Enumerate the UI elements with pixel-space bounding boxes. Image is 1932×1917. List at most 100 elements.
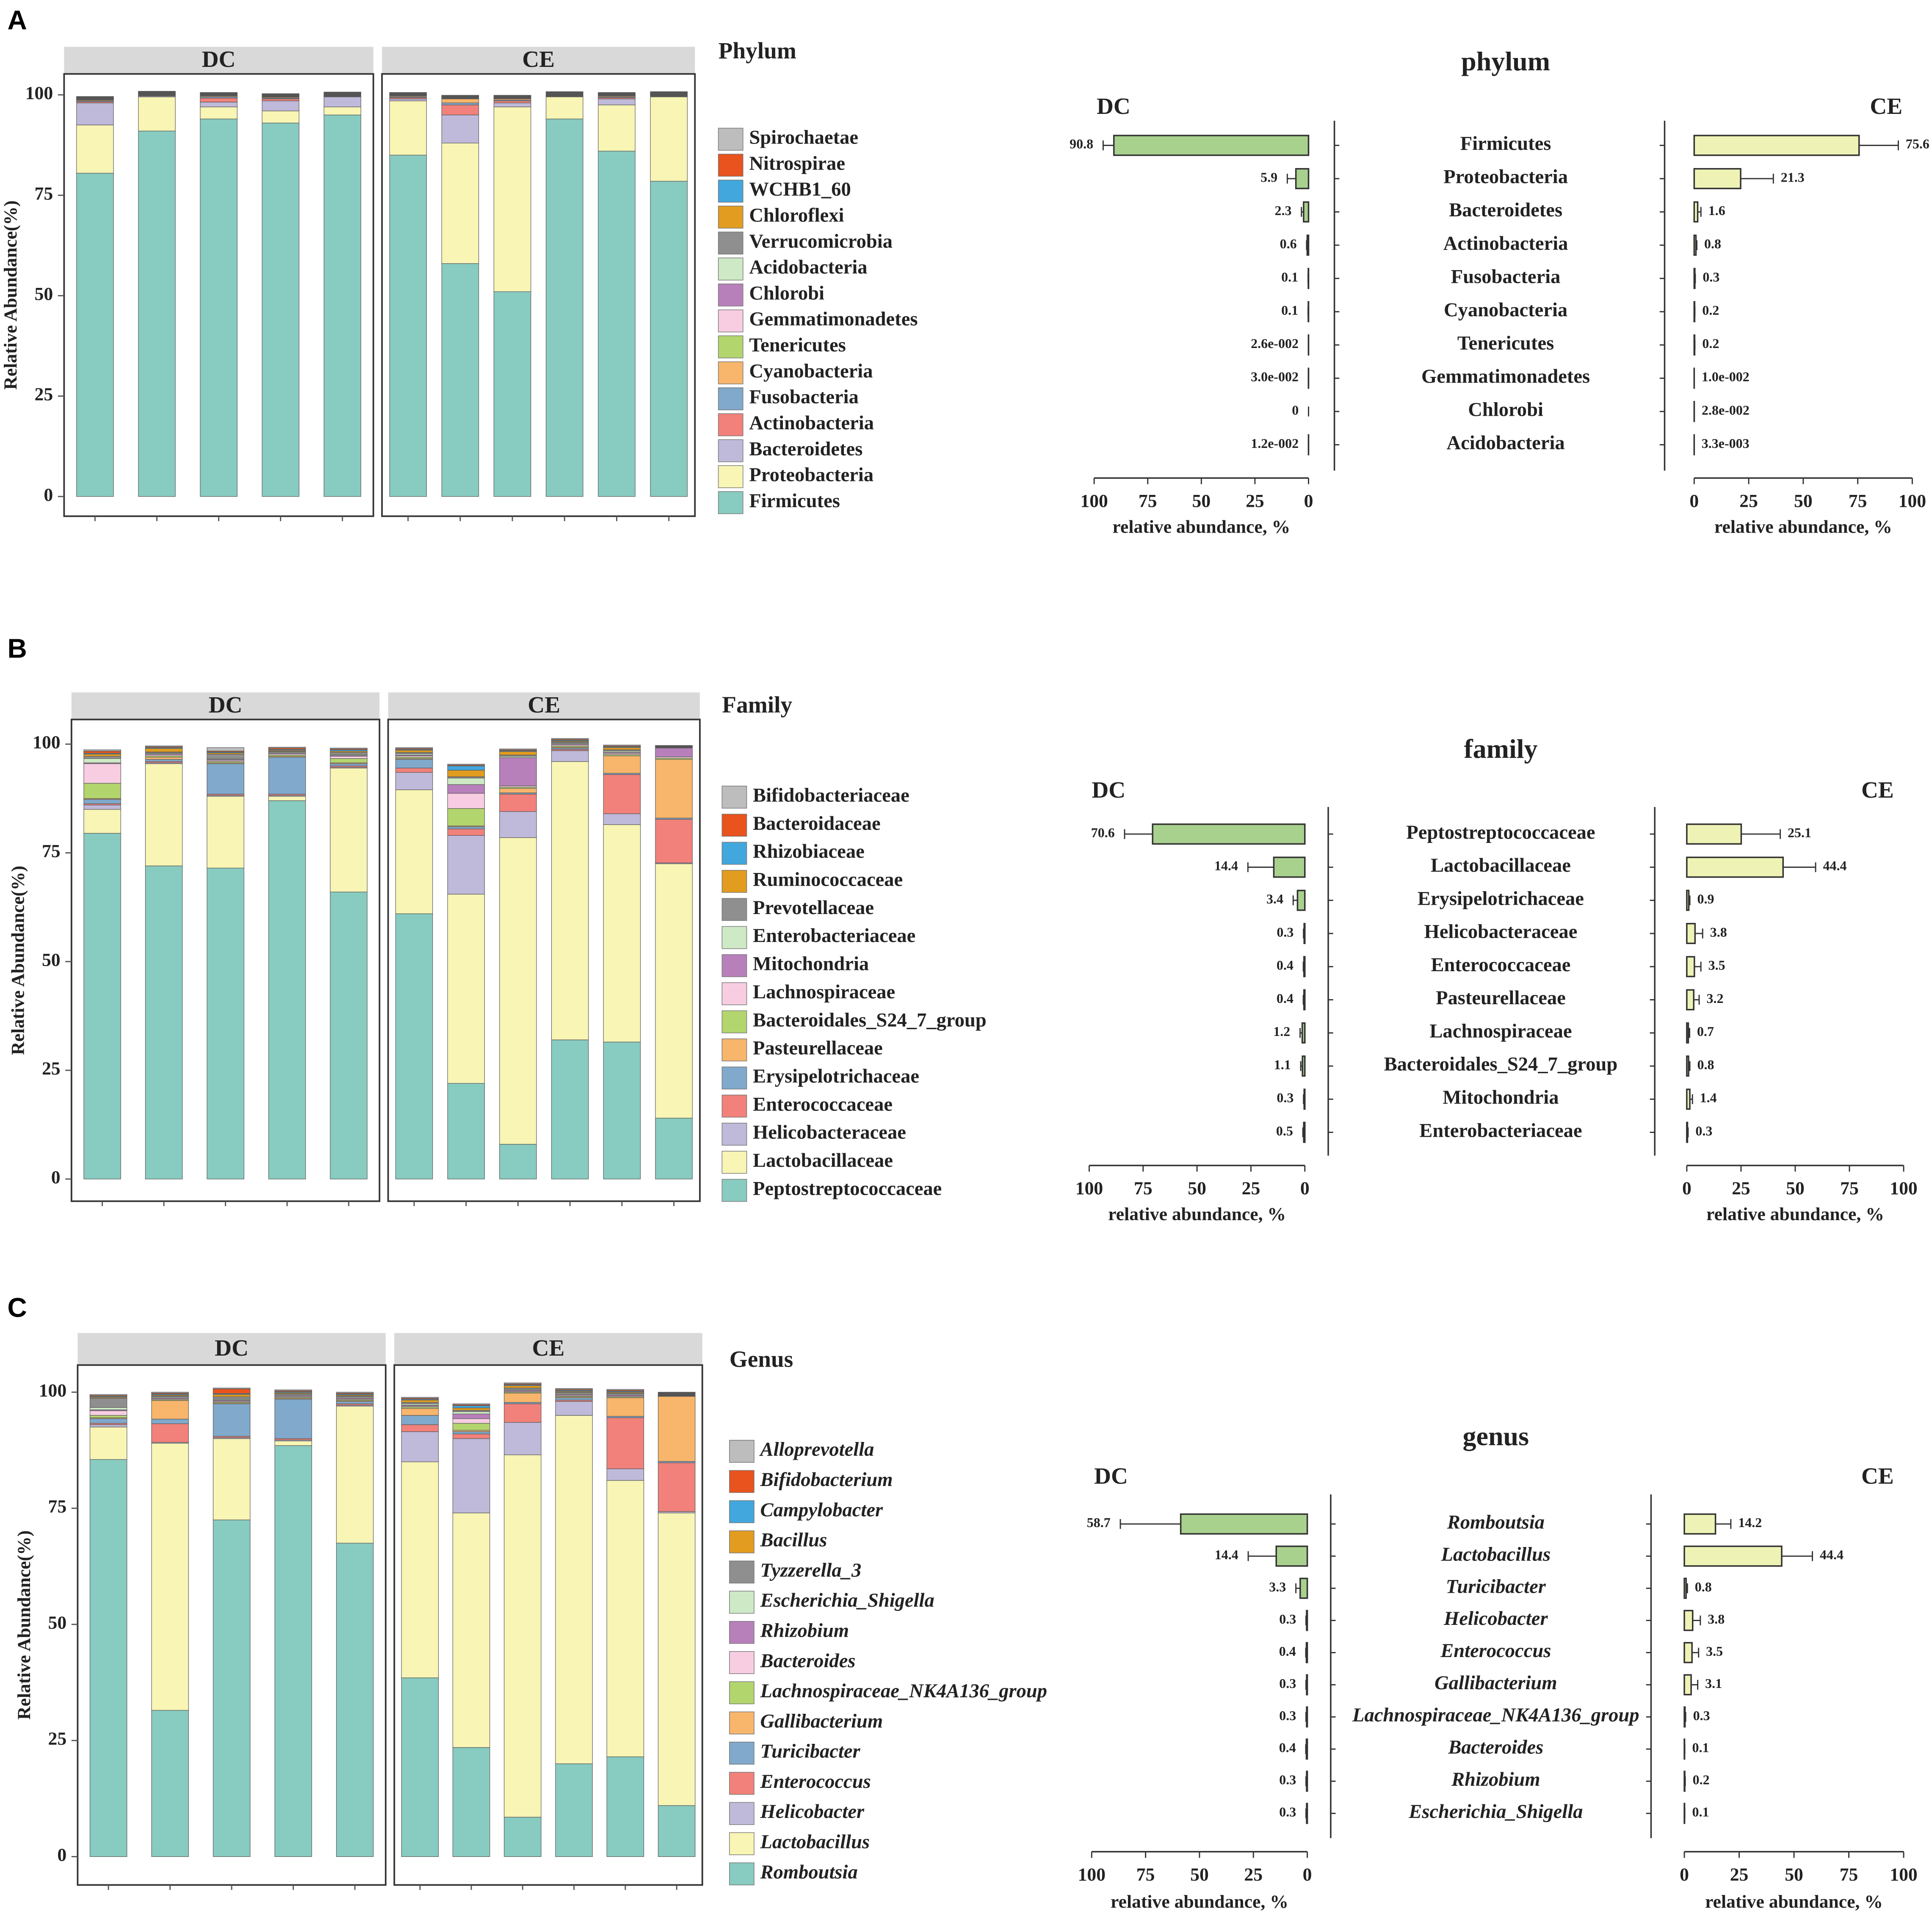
value-label: 0.4 (1279, 1740, 1296, 1755)
bar-segment (213, 1438, 251, 1520)
facet-strip (77, 1333, 386, 1365)
x-tick-label: 100 (1075, 1178, 1103, 1199)
bar-segment (499, 749, 537, 750)
bar-segment (262, 98, 299, 101)
x-tick-label: 25 (1732, 1178, 1750, 1199)
y-tick-label: 75 (42, 841, 61, 861)
bar-segment (76, 124, 114, 174)
bar (1693, 235, 1697, 256)
bar-segment (401, 1415, 439, 1425)
bar-segment (441, 105, 479, 116)
bar-segment (200, 98, 238, 102)
legend-swatch (718, 465, 744, 488)
bar (1686, 1088, 1691, 1110)
bar (1693, 135, 1860, 156)
bar-segment (655, 748, 693, 757)
category-label: Helicobacter (1443, 1608, 1548, 1630)
value-label: 0 (1292, 402, 1299, 417)
legend-label: Lachnospiraceae_NK4A136_group (760, 1680, 1048, 1702)
x-axis-label: relative abundance, % (1706, 1204, 1884, 1224)
bar-segment (145, 759, 183, 762)
category-label: Fusobacteria (1451, 266, 1561, 287)
category-label: Escherichia_Shigella (1408, 1801, 1583, 1823)
legend-label: Romboutsia (760, 1862, 858, 1883)
bar-segment (138, 91, 176, 92)
bar-segment (493, 291, 531, 497)
x-tick-label: 75 (1139, 491, 1157, 511)
bar-segment (504, 1403, 542, 1423)
bar-segment (145, 865, 183, 1179)
legend-label: Chloroflexi (749, 204, 844, 226)
bar-segment (606, 1480, 644, 1757)
facet-strip (64, 47, 373, 74)
legend-swatch (729, 1500, 755, 1523)
legend-label: Helicobacter (760, 1801, 865, 1823)
bar-segment (452, 1434, 490, 1439)
bar-segment (89, 1407, 127, 1410)
bar-segment (145, 746, 183, 747)
legend-swatch (721, 842, 747, 865)
value-label: 3.1 (1705, 1676, 1722, 1691)
bar-segment (268, 747, 306, 749)
legend-swatch (721, 1179, 747, 1202)
legend-label: Chlorobi (749, 282, 824, 304)
bar (1301, 1022, 1306, 1044)
panel-letter: A (8, 5, 27, 35)
x-tick-label: 25 (1246, 491, 1264, 511)
chart-title: genus (1463, 1421, 1529, 1451)
bar-segment (401, 1431, 439, 1462)
bar-segment (447, 808, 485, 826)
bar-segment (452, 1512, 490, 1748)
legend-label: Enterococcaceae (753, 1094, 893, 1115)
value-label: 0.3 (1279, 1611, 1296, 1627)
bar-segment (207, 867, 244, 1179)
category-label: Erysipelotrichaceae (1418, 888, 1584, 909)
bar-segment (441, 95, 479, 96)
bar-segment (447, 764, 485, 765)
bar-segment (336, 1543, 374, 1857)
bar-segment (447, 778, 485, 785)
category-label: Lactobacillus (1441, 1544, 1551, 1565)
bar-segment (274, 1399, 312, 1439)
bar-segment (650, 91, 688, 93)
bar (1152, 823, 1306, 845)
bar-segment (452, 1438, 490, 1514)
bar-segment (447, 829, 485, 836)
bar-segment (389, 155, 427, 497)
bar-segment (493, 106, 531, 292)
bar-segment (268, 800, 306, 1179)
legend-swatch (721, 785, 747, 809)
legend-label: Mitochondria (753, 953, 869, 975)
legend-swatch (729, 1711, 755, 1735)
legend-swatch (718, 257, 744, 281)
bar-segment (658, 1396, 696, 1462)
value-label: 0.5 (1276, 1123, 1293, 1138)
bar-segment (336, 1401, 374, 1404)
value-label: 44.4 (1820, 1547, 1844, 1562)
bar-segment (452, 1747, 490, 1857)
bar-segment (145, 757, 183, 760)
value-label: 0.4 (1277, 958, 1294, 973)
value-label: 0.2 (1702, 303, 1719, 318)
category-label: Romboutsia (1447, 1511, 1545, 1533)
x-axis-label: relative abundance, % (1714, 517, 1892, 537)
category-label: Peptostreptococcaceae (1406, 822, 1595, 843)
legend-swatch (721, 1010, 747, 1033)
x-tick-label: 50 (1786, 1178, 1805, 1199)
x-tick-label: 25 (1730, 1865, 1749, 1885)
bar-segment (389, 100, 427, 155)
value-label: 1.4 (1700, 1090, 1717, 1105)
legend-label: Alloprevotella (759, 1439, 874, 1461)
bar-segment (447, 835, 485, 895)
value-label: 0.3 (1695, 1123, 1712, 1138)
y-tick-label: 100 (33, 732, 60, 753)
bar (1683, 1706, 1686, 1728)
x-tick-label: 75 (1840, 1865, 1858, 1885)
bar-segment (606, 1417, 644, 1469)
value-label: 0.3 (1279, 1676, 1296, 1691)
value-label: 0.3 (1703, 269, 1719, 285)
bar-segment (330, 752, 368, 755)
bar-segment (452, 1403, 490, 1405)
bar (1307, 268, 1310, 289)
facet-label: DC (209, 692, 243, 718)
